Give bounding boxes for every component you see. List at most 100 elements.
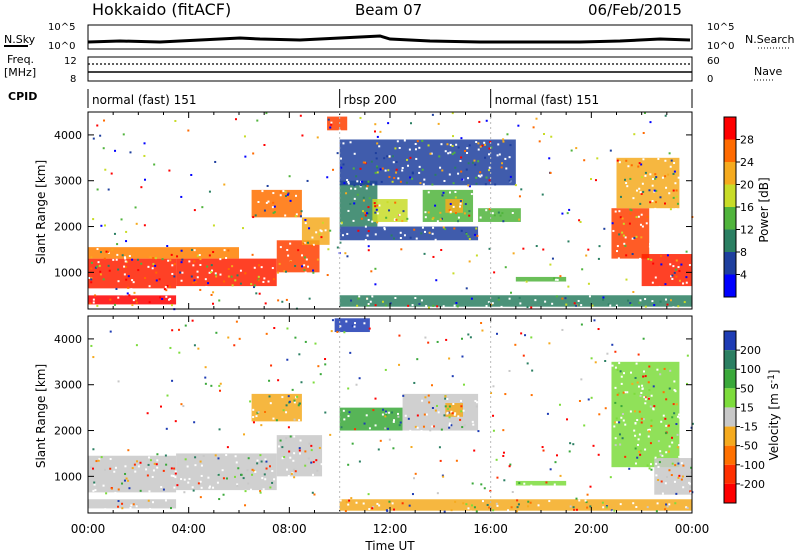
heatmap-speck: [527, 500, 530, 503]
heatmap-speck: [93, 481, 96, 484]
scatter-point: [550, 135, 553, 138]
scatter-point: [502, 429, 505, 432]
scatter-point: [668, 469, 671, 472]
heatmap-speck: [301, 265, 304, 268]
scatter-point: [548, 157, 551, 160]
scatter-point: [314, 342, 317, 345]
heatmap-speck: [262, 488, 265, 491]
heatmap-speck: [602, 298, 605, 301]
heatmap-speck: [264, 458, 267, 461]
heatmap-speck: [181, 271, 184, 274]
heatmap-speck: [159, 296, 162, 299]
scatter-point: [284, 270, 287, 273]
heatmap-speck: [169, 259, 172, 262]
scatter-point: [251, 253, 254, 256]
scatter-point: [135, 222, 138, 225]
beam-title: Beam 07: [355, 1, 422, 19]
heatmap-speck: [388, 500, 391, 503]
heatmap-region: [88, 455, 177, 493]
scatter-point: [326, 176, 329, 179]
heatmap-speck: [491, 302, 494, 305]
heatmap-speck: [450, 509, 453, 512]
colorbar-swatch: [724, 184, 736, 207]
heatmap-speck: [312, 473, 315, 476]
scatter-point: [193, 209, 196, 212]
scatter-point: [406, 158, 409, 161]
heatmap-speck: [427, 394, 430, 397]
scatter-point: [527, 505, 530, 508]
scatter-point: [117, 380, 120, 383]
colorbar-tick-label: 50: [740, 382, 754, 395]
scatter-point: [193, 421, 196, 424]
scatter-point: [590, 396, 593, 399]
scatter-point: [204, 376, 207, 379]
heatmap-speck: [152, 469, 155, 472]
heatmap-speck: [294, 215, 297, 218]
scatter-point: [116, 243, 119, 246]
scatter-point: [575, 304, 578, 307]
scatter-point: [347, 463, 350, 466]
heatmap-speck: [440, 217, 443, 220]
heatmap-speck: [612, 229, 615, 232]
heatmap-speck: [123, 265, 126, 268]
heatmap-speck: [660, 263, 663, 266]
heatmap-speck: [204, 278, 207, 281]
heatmap-speck: [371, 295, 374, 298]
heatmap-speck: [479, 171, 482, 174]
heatmap-speck: [420, 232, 423, 235]
heatmap-speck: [434, 173, 437, 176]
scatter-point: [255, 292, 258, 295]
heatmap-speck: [609, 304, 612, 307]
heatmap-speck: [165, 289, 168, 292]
colorbar-tick-label: 100: [740, 363, 761, 376]
scatter-point: [603, 227, 606, 230]
heatmap-speck: [657, 465, 660, 468]
heatmap-speck: [192, 281, 195, 284]
heatmap-speck: [414, 148, 417, 151]
scatter-point: [96, 304, 99, 307]
heatmap-region: [402, 393, 479, 431]
heatmap-speck: [420, 299, 423, 302]
heatmap-speck: [371, 507, 374, 510]
scatter-point: [144, 178, 147, 181]
heatmap-speck: [273, 205, 276, 208]
heatmap-speck: [360, 180, 363, 183]
scatter-point: [306, 179, 309, 182]
heatmap-speck: [630, 209, 633, 212]
scatter-point: [283, 456, 286, 459]
scatter-point: [510, 506, 513, 509]
heatmap-speck: [88, 276, 91, 279]
scatter-point: [642, 337, 645, 340]
heatmap-speck: [149, 507, 152, 510]
heatmap-speck: [619, 443, 622, 446]
heatmap-speck: [368, 508, 371, 511]
heatmap-speck: [646, 215, 649, 218]
heatmap-speck: [472, 423, 475, 426]
heatmap-speck: [641, 225, 644, 228]
heatmap-speck: [639, 223, 642, 226]
heatmap-speck: [632, 197, 635, 200]
heatmap-speck: [468, 210, 471, 213]
scatter-point: [214, 454, 217, 457]
heatmap-speck: [293, 435, 296, 438]
scatter-point: [511, 491, 514, 494]
heatmap-speck: [252, 408, 255, 411]
heatmap-speck: [674, 390, 677, 393]
heatmap-speck: [285, 404, 288, 407]
heatmap-speck: [386, 155, 389, 158]
heatmap-speck: [414, 425, 417, 428]
heatmap-speck: [640, 192, 643, 195]
heatmap-speck: [515, 510, 518, 513]
heatmap-speck: [123, 273, 126, 276]
heatmap-speck: [130, 288, 133, 291]
scatter-point: [351, 442, 354, 445]
heatmap-speck: [365, 414, 368, 417]
scatter-point: [286, 193, 289, 196]
heatmap-speck: [633, 236, 636, 239]
heatmap-speck: [425, 304, 428, 307]
heatmap-speck: [272, 211, 275, 214]
heatmap-speck: [311, 236, 314, 239]
heatmap-speck: [371, 220, 374, 223]
y-tick-label: 1000: [54, 470, 82, 483]
heatmap-speck: [312, 461, 315, 464]
